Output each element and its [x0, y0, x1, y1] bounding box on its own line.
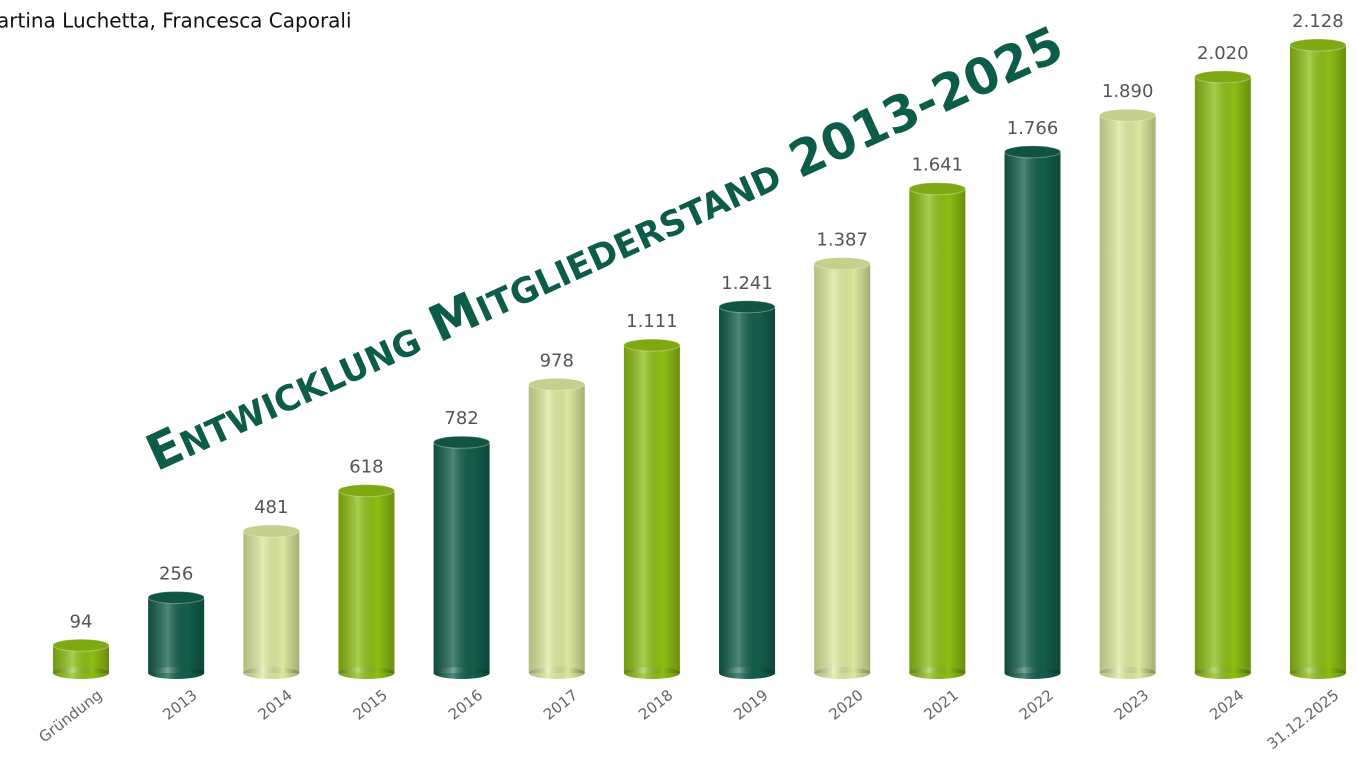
bar-top [813, 257, 871, 271]
credit: artina Luchetta, Francesca Caporali [0, 9, 352, 33]
bar-base-shade [53, 667, 109, 679]
bar-shade [528, 384, 585, 673]
value-label: 2.128 [1292, 11, 1344, 32]
value-label: 618 [349, 457, 383, 478]
bar-top-shade [243, 525, 300, 538]
bar-shade [433, 442, 490, 673]
bar-top [52, 638, 110, 652]
bar-shade [243, 531, 300, 673]
bar-shade [338, 490, 395, 673]
bar-top-shade [719, 300, 776, 313]
x-tick-label: 2024 [1206, 686, 1247, 724]
bar-shade [1099, 115, 1156, 674]
x-tick-label: 2018 [635, 686, 676, 724]
bar-base-shade [623, 667, 680, 679]
x-tick-label: 31.12.2025 [1264, 686, 1343, 753]
value-label: 1.641 [912, 155, 964, 176]
x-tick-label: Gründung [35, 686, 105, 746]
bar-base-shade [433, 667, 490, 679]
bar-top-shade [528, 378, 585, 391]
bar-top-shade [1099, 109, 1156, 122]
bar-top-shade [814, 257, 871, 270]
bar-shade [1289, 45, 1346, 673]
bar-top-shade [53, 639, 109, 652]
x-tick-label: 2015 [350, 686, 391, 724]
x-tick-label: 2013 [159, 686, 200, 724]
bar-base-shade [1099, 667, 1156, 679]
bar-base-shade [338, 667, 395, 679]
bar-base-shade [528, 667, 585, 679]
bar-top [433, 435, 491, 449]
value-label: 94 [70, 611, 93, 632]
bar-top-shade [1289, 39, 1346, 51]
bar-top-shade [433, 436, 490, 449]
bar-top [242, 524, 300, 538]
bar-shade [909, 188, 966, 674]
bar-base-shade [814, 667, 871, 679]
bar-top [1004, 145, 1061, 159]
bar-shade [814, 263, 871, 673]
bar-top [528, 377, 586, 391]
bar-top [337, 484, 395, 498]
value-label: 978 [540, 350, 574, 371]
value-label: 1.241 [721, 273, 773, 294]
x-tick-label: 2020 [825, 686, 866, 724]
bar-base-shade [1289, 667, 1346, 679]
bar-shade [719, 306, 776, 673]
x-tick-label: 2022 [1016, 686, 1057, 724]
bar-base-shade [719, 667, 776, 679]
bar-shade [623, 345, 680, 673]
value-label: 782 [444, 408, 478, 429]
x-tick-label: 2014 [255, 686, 296, 724]
bar-top-shade [1194, 70, 1251, 83]
bar-base-shade [243, 667, 300, 679]
bar-top-shade [338, 484, 395, 497]
bar-top-shade [623, 339, 680, 352]
x-tick-label: 2021 [921, 686, 962, 724]
bar-top-shade [1004, 145, 1061, 158]
bar-top [908, 182, 966, 196]
x-tick-label: 2017 [540, 686, 581, 724]
value-label: 481 [254, 497, 288, 518]
bar-base-shade [148, 667, 205, 679]
bar-top [1099, 108, 1157, 122]
bar-top [147, 590, 205, 604]
bar-top-shade [148, 591, 205, 604]
bars: 94 Gründung 256 2013 481 2014 618 2015 782 2016 97… [35, 11, 1347, 753]
bar-shade [1004, 151, 1061, 674]
x-tick-label: 2019 [730, 686, 771, 724]
value-label: 1.766 [1007, 118, 1059, 139]
value-label: 1.387 [816, 230, 868, 251]
bar-base-shade [1194, 667, 1251, 679]
bar-base-shade [1004, 667, 1061, 679]
bar-shade [148, 597, 205, 673]
bar-top [718, 300, 776, 314]
bar-top [1289, 38, 1347, 52]
bar-top [1194, 70, 1252, 84]
bar-top [623, 338, 681, 352]
x-tick-label: 2016 [445, 686, 486, 724]
bar-base-shade [909, 667, 966, 679]
value-label: 1.111 [626, 311, 678, 332]
x-tick-label: 2023 [1111, 686, 1152, 724]
value-label: 1.890 [1102, 81, 1154, 102]
bar-top-shade [909, 182, 966, 195]
value-label: 2.020 [1197, 43, 1249, 64]
value-label: 256 [159, 563, 193, 584]
bar-shade [1194, 76, 1251, 673]
